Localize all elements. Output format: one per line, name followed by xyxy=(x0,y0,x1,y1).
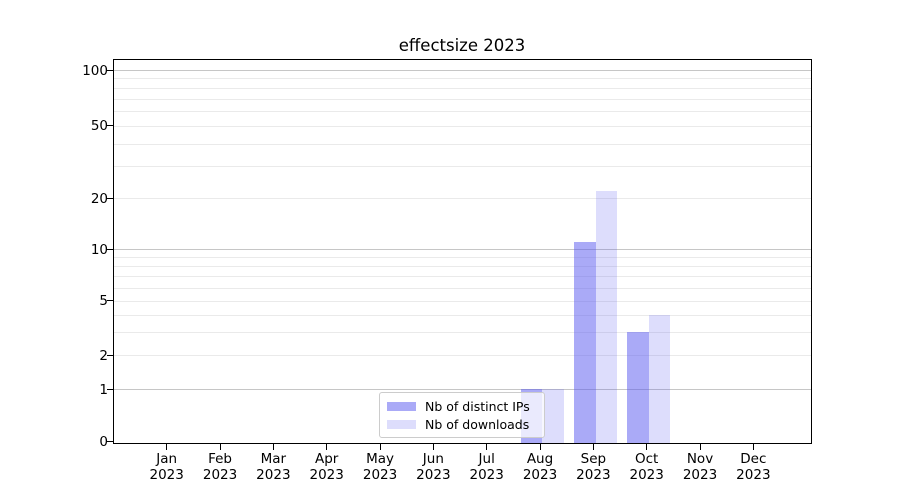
x-tick-label-month: Jan xyxy=(156,451,178,467)
x-tick-label: Oct 2023 xyxy=(629,451,664,483)
bar-downloads-sep xyxy=(595,190,618,443)
x-tick-label-month: May xyxy=(366,451,394,467)
x-tick-label: Jan 2023 xyxy=(149,451,184,483)
x-tick-label-month: Aug xyxy=(526,451,554,467)
x-tick-label-year: 2023 xyxy=(362,466,398,483)
x-tick xyxy=(432,444,435,450)
y-tick xyxy=(107,388,113,390)
y-tick xyxy=(107,69,113,71)
x-tick-label: Jun 2023 xyxy=(416,451,451,483)
x-tick-label-month: Nov xyxy=(686,451,714,467)
x-tick-label: Feb 2023 xyxy=(202,451,238,483)
bar-downloads-aug xyxy=(542,389,564,443)
plot-area xyxy=(113,59,812,444)
x-tick xyxy=(272,444,275,450)
x-tick xyxy=(379,444,381,450)
chart-title: effectsize 2023 xyxy=(398,36,526,55)
x-tick-label-month: Dec xyxy=(740,451,767,467)
x-tick xyxy=(592,444,595,450)
x-tick-label: Sep 2023 xyxy=(576,451,611,483)
legend-entry-downloads: Nb of downloads xyxy=(387,417,537,432)
major-gridline xyxy=(114,389,811,391)
x-tick-label-year: 2023 xyxy=(256,466,291,483)
x-tick-label: Mar 2023 xyxy=(256,451,291,483)
y-tick-label: 10 xyxy=(90,241,108,258)
minor-gridline xyxy=(114,111,811,113)
minor-gridline xyxy=(114,266,811,268)
minor-gridline xyxy=(114,314,811,316)
x-tick-label-year: 2023 xyxy=(202,466,238,483)
x-tick-label-year: 2023 xyxy=(469,466,504,483)
minor-gridline xyxy=(114,98,811,100)
legend-entry-distinct-ips: Nb of distinct IPs xyxy=(387,399,537,414)
x-tick xyxy=(646,444,648,450)
bar-downloads-oct xyxy=(648,314,671,443)
x-tick-label-month: Feb xyxy=(208,451,232,467)
x-tick-label-month: Sep xyxy=(580,451,607,467)
x-tick-label: Dec 2023 xyxy=(736,451,771,483)
x-tick-label-year: 2023 xyxy=(149,466,184,483)
legend-label-distinct-ips: Nb of distinct IPs xyxy=(425,398,530,414)
minor-gridline xyxy=(114,332,811,334)
minor-gridline xyxy=(114,355,811,356)
y-tick xyxy=(107,125,113,127)
x-tick-label: Aug 2023 xyxy=(522,451,558,483)
minor-gridline xyxy=(114,125,811,127)
minor-gridline xyxy=(114,300,811,302)
y-tick-label: 2 xyxy=(99,347,108,364)
x-tick-label-year: 2023 xyxy=(309,466,344,483)
y-tick-label: 0 xyxy=(99,433,108,450)
minor-gridline xyxy=(114,78,811,80)
x-tick-label: May 2023 xyxy=(362,451,398,483)
major-gridline xyxy=(114,70,811,71)
x-tick-label-year: 2023 xyxy=(736,466,771,483)
minor-gridline xyxy=(114,287,811,289)
x-tick-label-month: Apr xyxy=(315,451,339,467)
x-tick xyxy=(486,444,488,450)
x-tick-label-month: Jun xyxy=(422,451,444,467)
legend-swatch-downloads xyxy=(387,419,416,429)
x-tick xyxy=(166,444,168,450)
legend: Nb of distinct IPs Nb of downloads xyxy=(379,392,545,438)
y-tick xyxy=(107,440,113,442)
x-tick-label-month: Jul xyxy=(478,451,495,467)
y-tick-label: 100 xyxy=(82,62,108,79)
minor-gridline xyxy=(114,276,811,278)
x-tick-label-year: 2023 xyxy=(576,466,611,483)
x-tick-label: Apr 2023 xyxy=(309,451,344,483)
x-tick-label-year: 2023 xyxy=(682,466,718,483)
x-tick xyxy=(219,444,221,450)
x-tick-label-month: Oct xyxy=(635,451,659,467)
legend-swatch-distinct-ips xyxy=(387,401,416,411)
minor-gridline xyxy=(114,143,811,145)
x-tick-label-year: 2023 xyxy=(416,466,451,483)
y-tick-label: 1 xyxy=(99,381,108,398)
minor-gridline xyxy=(114,198,811,200)
major-gridline xyxy=(114,249,811,251)
x-tick-label: Jul 2023 xyxy=(469,451,504,483)
bar-distinct-ips-sep xyxy=(574,242,596,443)
minor-gridline xyxy=(114,257,811,259)
y-tick xyxy=(107,197,113,199)
x-tick xyxy=(326,444,328,450)
minor-gridline xyxy=(114,87,811,89)
y-tick-label: 20 xyxy=(90,190,108,207)
x-tick xyxy=(539,444,541,450)
x-tick-label-year: 2023 xyxy=(629,466,664,483)
bar-distinct-ips-oct xyxy=(627,332,649,443)
x-tick xyxy=(752,444,755,450)
minor-gridline xyxy=(114,166,811,168)
y-tick-label: 50 xyxy=(90,118,108,135)
x-tick-label-month: Mar xyxy=(260,451,287,467)
legend-label-downloads: Nb of downloads xyxy=(425,416,530,432)
x-tick-label-year: 2023 xyxy=(522,466,558,483)
x-tick xyxy=(699,444,701,450)
x-tick-label: Nov 2023 xyxy=(682,451,718,483)
y-tick xyxy=(107,354,113,356)
y-tick xyxy=(107,248,113,250)
y-tick-label: 5 xyxy=(99,293,108,310)
y-tick xyxy=(107,300,113,302)
